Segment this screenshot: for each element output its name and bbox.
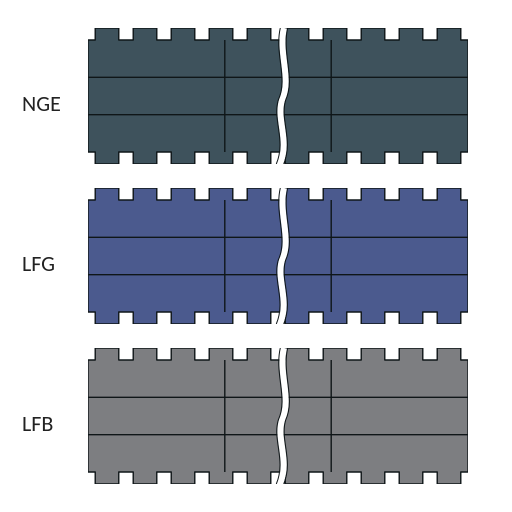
belt-lfb — [88, 348, 468, 489]
label-nge: NGE — [22, 90, 82, 117]
label-lfg: LFG — [22, 250, 82, 277]
belt-lfg — [88, 188, 468, 329]
belt-nge — [88, 28, 468, 169]
label-lfb: LFB — [22, 410, 82, 437]
